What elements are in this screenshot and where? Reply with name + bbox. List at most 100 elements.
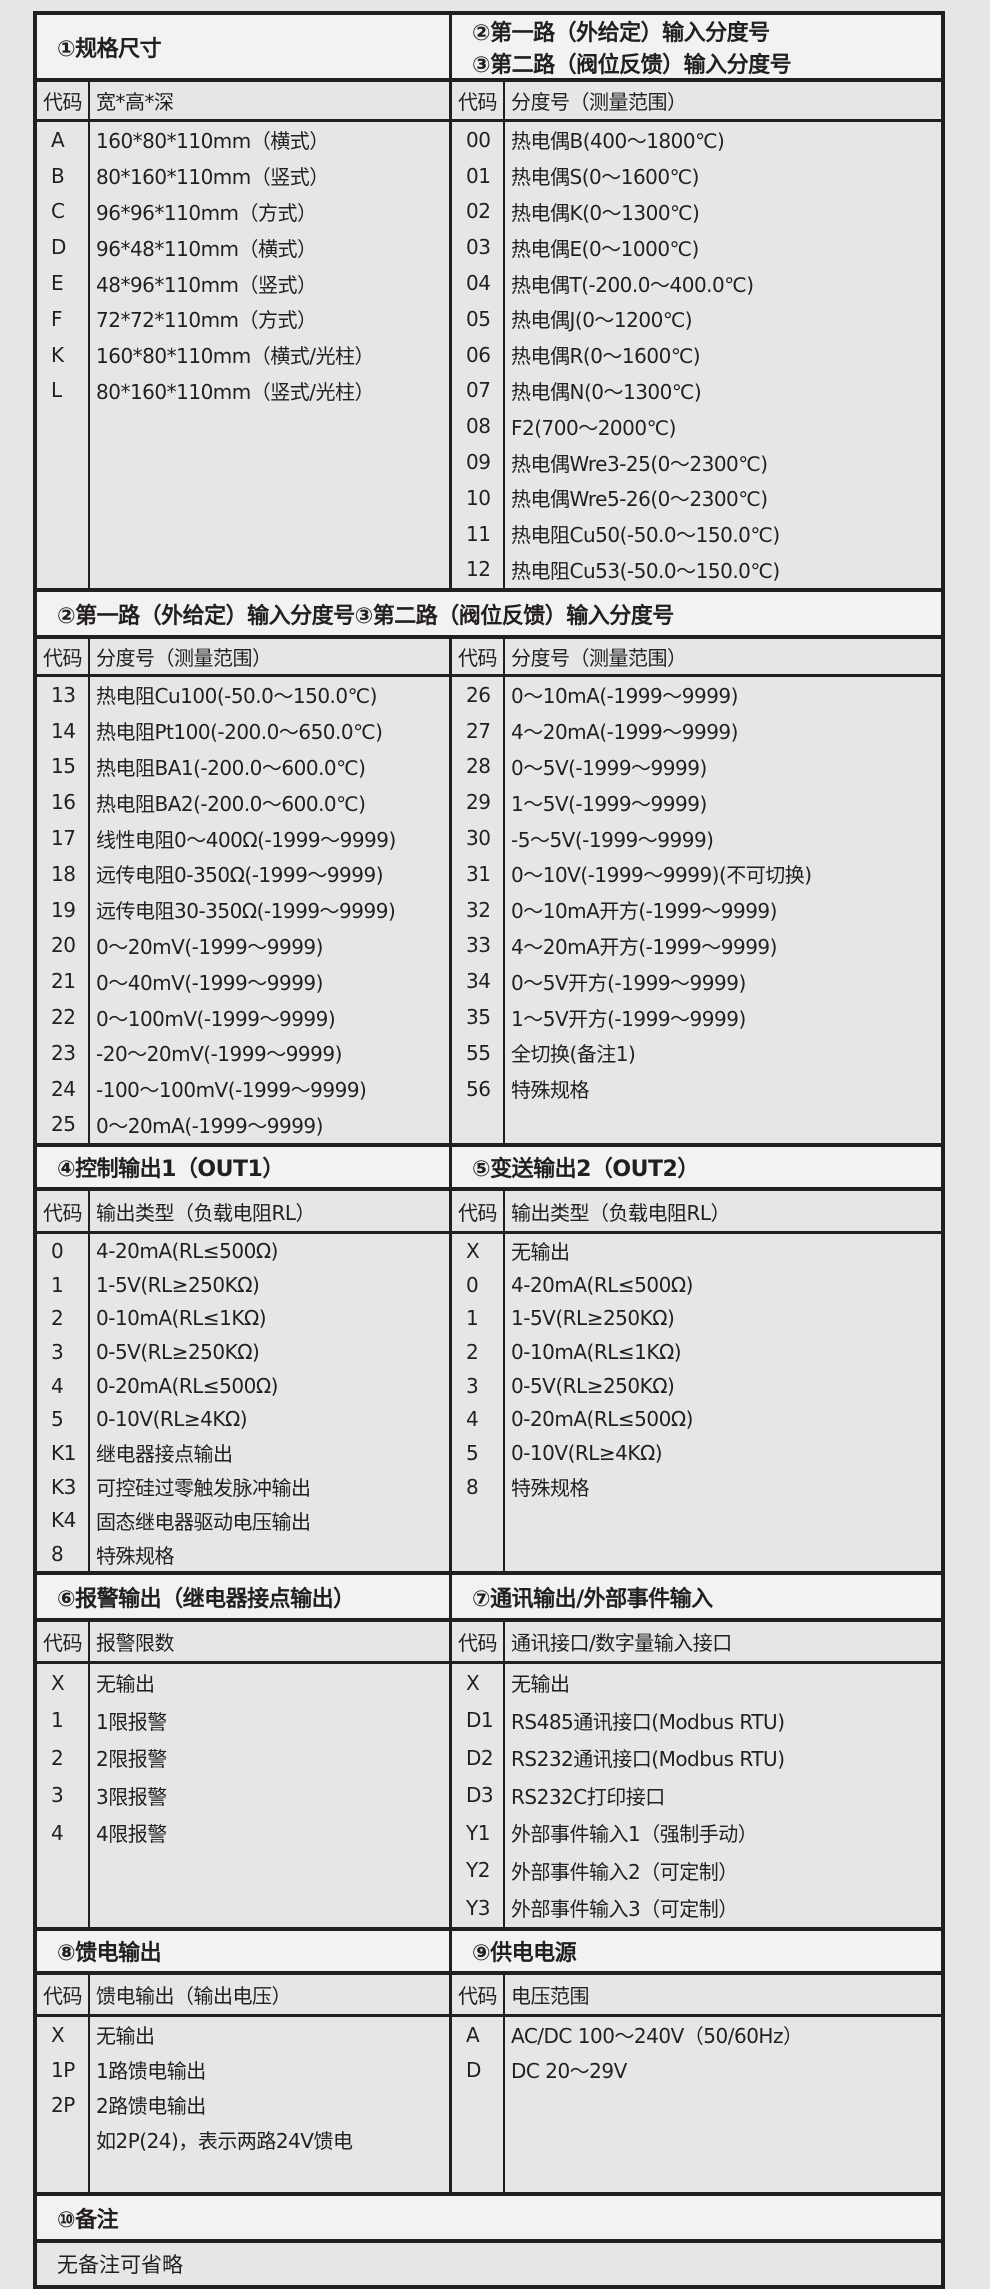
code-cell: X (51, 1670, 65, 1695)
code-cell: 00 (466, 127, 491, 152)
code-cell: 8 (51, 1542, 64, 1567)
code-cell: X (466, 1670, 480, 1695)
section-group: ⑥报警输出（继电器接点输出） ⑦通讯输出/外部事件输入 代码 报警限数 X 1 2 3 4 无输出… (37, 1575, 941, 1931)
section-header: ⑥报警输出（继电器接点输出） ⑦通讯输出/外部事件输入 (37, 1575, 941, 1622)
code-cell: A (466, 2022, 480, 2047)
code-cell: 19 (51, 897, 76, 922)
description-column-header: 电压范围 (511, 1984, 590, 2008)
description-cell: 远传电阻0-350Ω(-1999～9999) (96, 863, 384, 888)
code-table-left: 代码 馈电输出（输出电压） X 1P 2P 无输出 1路馈电输出 2路馈电输出 如2P(24)，… (37, 1975, 452, 2192)
code-cell: F (51, 306, 63, 331)
description-cell: 80*160*110mm（竖式/光柱） (96, 379, 375, 404)
code-cell: 4 (51, 1820, 64, 1845)
code-column: X 1P 2P (37, 2017, 90, 2192)
column-header-row: 代码 输出类型（负载电阻RL） (452, 1191, 941, 1234)
code-cell: 07 (466, 378, 491, 403)
code-cell: 20 (51, 933, 76, 958)
description-cell: 3限报警 (96, 1784, 167, 1809)
code-cell: 13 (51, 682, 76, 707)
description-cell: 0-5V(RL≥250KΩ) (96, 1339, 260, 1364)
description-cell: 0～10mA开方(-1999～9999) (511, 899, 777, 924)
description-cell: 1路馈电输出 (96, 2059, 206, 2083)
code-cell: 02 (466, 199, 491, 224)
description-column: AC/DC 100～240V（50/60Hz） DC 20～29V (505, 2017, 941, 2192)
section-group: ⑩备注无备注可省略 (37, 2196, 941, 2285)
code-column: 26 27 28 29 30 31 32 33 34 35 55 56 (452, 677, 505, 1143)
description-cell: 继电器接点输出 (96, 1442, 233, 1467)
description-cell: 无输出 (511, 1240, 570, 1265)
description-cell: 特殊规格 (511, 1476, 590, 1501)
section-title: ⑧馈电输出 (37, 1931, 452, 1971)
code-cell: 1 (51, 1272, 64, 1297)
code-cell: 3 (51, 1339, 64, 1364)
code-cell (37, 2122, 88, 2157)
note-text: 无备注可省略 (57, 2253, 183, 2277)
code-cell: 3 (51, 1783, 64, 1808)
description-cell: 无输出 (96, 1672, 155, 1697)
description-cell: 0-10mA(RL≤1KΩ) (511, 1339, 682, 1364)
description-column-header: 馈电输出（输出电压） (96, 1984, 292, 2008)
code-cell: 1P (51, 2057, 75, 2082)
section-title: ④控制输出1（OUT1） (37, 1147, 452, 1187)
description-cell: 热电阻BA1(-200.0～600.0℃) (96, 755, 366, 780)
description-column-header: 分度号（测量范围） (511, 646, 687, 670)
code-cell: D (466, 2057, 481, 2082)
description-cell: 0-10V(RL≥4KΩ) (96, 1407, 248, 1432)
description-cell: 0-20mA(RL≤500Ω) (96, 1373, 278, 1398)
description-cell: 1～5V(-1999～9999) (511, 791, 707, 816)
code-cell: 18 (51, 861, 76, 886)
description-cell: 热电偶K(0～1300℃) (511, 200, 700, 225)
description-column: 无输出 RS485通讯接口(Modbus RTU) RS232通讯接口(Modbus… (505, 1664, 941, 1927)
code-cell: 10 (466, 485, 491, 510)
code-column-header: 代码 (37, 1975, 90, 2014)
section-columns: 代码 宽*高*深 A B C D E F K L 160*80*110mm（横式） 80*160*11… (37, 82, 941, 588)
section-header: ⑧馈电输出 ⑨供电电源 (37, 1931, 941, 1975)
section-title-line: ④控制输出1（OUT1） (57, 1157, 284, 1182)
code-cell: 23 (51, 1040, 76, 1065)
description-column: 热电阻Cu100(-50.0～150.0℃) 热电阻Pt100(-200.0～65… (90, 677, 449, 1143)
section-columns: 代码 分度号（测量范围） 13 14 15 16 17 18 19 20 21 22 23 24 25 热电阻… (37, 639, 941, 1143)
section-title: ⑩备注 (57, 2207, 119, 2233)
description-column: 无输出 1限报警 2限报警 3限报警 4限报警 (90, 1664, 449, 1927)
code-cell: 2 (51, 1306, 64, 1331)
description-cell: 2路馈电输出 (96, 2094, 206, 2118)
description-cell: 0～20mV(-1999～9999) (96, 934, 323, 959)
section-title-line: ⑧馈电输出 (57, 1941, 162, 1966)
description-cell: 1-5V(RL≥250KΩ) (511, 1306, 675, 1331)
description-column: 无输出 1路馈电输出 2路馈电输出 如2P(24)，表示两路24V馈电 (90, 2017, 449, 2192)
code-cell: 32 (466, 897, 491, 922)
code-cell: 08 (466, 414, 491, 439)
table-body: X D1 D2 D3 Y1 Y2 Y3 无输出 RS485通讯接口(Modbus RTU) RS2… (452, 1664, 941, 1927)
description-cell: 热电偶T(-200.0～400.0℃) (511, 272, 754, 297)
code-cell: 14 (51, 718, 76, 743)
code-cell: 15 (51, 754, 76, 779)
description-cell: 热电偶S(0～1600℃) (511, 165, 699, 190)
section-title: ⑥报警输出（继电器接点输出） (37, 1575, 452, 1618)
description-cell: 4限报警 (96, 1822, 167, 1847)
code-cell: B (51, 163, 65, 188)
section-title-line: ⑨供电电源 (472, 1941, 577, 1966)
column-header-row: 代码 报警限数 (37, 1622, 449, 1664)
description-cell: 外部事件输入2（可定制） (511, 1859, 738, 1884)
section-title-line: ⑦通讯输出/外部事件输入 (472, 1586, 713, 1612)
description-column-header: 输出类型（负载电阻RL） (511, 1200, 731, 1225)
code-cell: 4 (51, 1373, 64, 1398)
section-title: ⑨供电电源 (452, 1931, 941, 1971)
section-title: ⑤变送输出2（OUT2） (452, 1147, 941, 1187)
description-cell: 160*80*110mm（横式） (96, 129, 329, 154)
section-title: ⑦通讯输出/外部事件输入 (452, 1575, 941, 1618)
description-cell: 热电偶Wre3-25(0～2300℃) (511, 451, 768, 476)
description-column: 160*80*110mm（横式） 80*160*110mm（竖式） 96*96*11… (90, 122, 449, 588)
description-column-header: 输出类型（负载电阻RL） (96, 1200, 316, 1225)
code-column: X D1 D2 D3 Y1 Y2 Y3 (452, 1664, 505, 1927)
column-header-row: 代码 分度号（测量范围） (452, 639, 941, 677)
section-header: ⑩备注 (37, 2196, 941, 2243)
description-cell: 热电阻Cu100(-50.0～150.0℃) (96, 684, 377, 709)
description-cell: 0～10V(-1999～9999)(不可切换) (511, 863, 812, 888)
section-title-line: ②第一路（外给定）输入分度号 (472, 20, 770, 46)
code-column-header: 代码 (452, 639, 505, 674)
description-cell: 远传电阻30-350Ω(-1999～9999) (96, 899, 396, 924)
code-cell: 56 (466, 1076, 491, 1101)
description-column-header: 报警限数 (96, 1631, 175, 1655)
description-column: 无输出 4-20mA(RL≤500Ω) 1-5V(RL≥250KΩ) 0-10mA(R… (505, 1234, 941, 1571)
